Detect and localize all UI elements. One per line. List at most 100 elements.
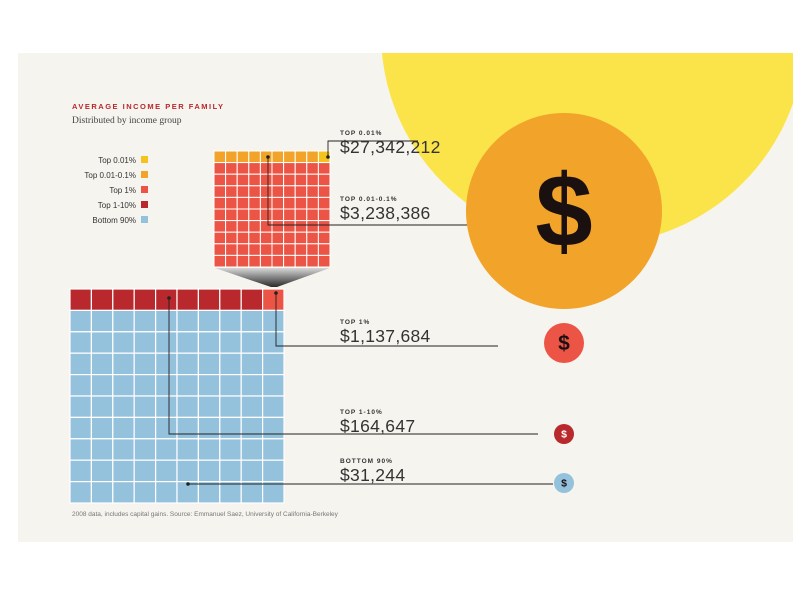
- small-grid-cell: [225, 220, 238, 233]
- small-grid-cell: [317, 185, 331, 198]
- large-grid-cell: [133, 459, 157, 483]
- small-grid-cell: [271, 231, 285, 245]
- small-grid-cell: [283, 243, 296, 256]
- legend: Top 0.01% Top 0.01-0.1% Top 1% Top 1-10% Bot…: [84, 156, 148, 225]
- small-grid-cell: [248, 196, 261, 210]
- small-grid-cell: [259, 220, 273, 233]
- small-grid-cell: [259, 231, 273, 245]
- small-grid-cell: [225, 162, 238, 175]
- small-grid-cell: [236, 162, 250, 175]
- small-grid-cell: [271, 185, 285, 198]
- small-grid-cell: [236, 196, 250, 210]
- small-grid-cell: [317, 243, 331, 256]
- small-grid-cell: [306, 185, 319, 198]
- small-grid-cell: [283, 185, 296, 198]
- small-grid-cell: [236, 231, 250, 245]
- large-grid-cell: [112, 331, 135, 354]
- large-grid-cell: [155, 288, 178, 311]
- small-grid-cell: [236, 173, 250, 187]
- large-grid-cell: [197, 438, 221, 461]
- large-grid-cell: [219, 352, 242, 376]
- large-grid-cell: [69, 352, 92, 376]
- large-grid-cell: [90, 416, 114, 440]
- leader-line-top-1-10: [168, 298, 538, 435]
- legend-label-top-1-10: Top 1-10%: [98, 201, 136, 210]
- large-grid-cell: [240, 352, 264, 376]
- small-grid-cell: [283, 173, 296, 187]
- dollar-sign-icon: $: [558, 332, 570, 355]
- large-grid-cell: [69, 374, 92, 397]
- small-grid-cell: [283, 254, 296, 268]
- small-grid-cell: [294, 243, 308, 256]
- legend-swatch-top-1-10: [141, 201, 148, 208]
- legend-swatch-top-1: [141, 186, 148, 193]
- large-grid-cell: [219, 288, 242, 311]
- large-grid-cell: [176, 395, 199, 418]
- large-grid-cell: [262, 481, 285, 504]
- legend-label-top-1: Top 1%: [109, 186, 136, 195]
- small-grid-cell: [271, 150, 285, 164]
- large-grid-cell: [69, 395, 92, 418]
- small-grid-cell: [236, 150, 250, 164]
- large-grid-cell: [262, 288, 285, 311]
- category-label-top-0-01-0-1: TOP 0.01-0.1%: [340, 196, 398, 203]
- small-grid-cell: [236, 185, 250, 198]
- large-grid-cell: [133, 395, 157, 418]
- value-label-top-0-01-0-1: $3,238,386: [340, 203, 431, 223]
- small-grid-cell: [248, 185, 261, 198]
- top-1-10-bubble: [554, 424, 574, 444]
- small-grid-cell: [294, 254, 308, 268]
- large-grid-cell: [240, 374, 264, 397]
- large-grid-cell: [112, 438, 135, 461]
- large-grid-cell: [155, 331, 178, 354]
- chart-title: AVERAGE INCOME PER FAMILY: [72, 102, 225, 111]
- large-grid-cell: [219, 416, 242, 440]
- small-grid-cell: [248, 173, 261, 187]
- category-label-top-1: TOP 1%: [340, 319, 370, 326]
- large-grid-cell: [133, 309, 157, 333]
- top-1-bubble: [544, 323, 584, 363]
- small-grid-cell: [213, 150, 227, 164]
- small-grid-cell: [306, 254, 319, 268]
- large-grid-cell: [240, 288, 264, 311]
- large-grid-cell: [90, 459, 114, 483]
- small-grid-cell: [225, 150, 238, 164]
- large-grid-cell: [90, 395, 114, 418]
- small-grid-cell: [259, 185, 273, 198]
- small-grid-cell: [306, 162, 319, 175]
- large-grid-cell: [176, 309, 199, 333]
- small-grid-cell: [259, 254, 273, 268]
- large-grid-cell: [197, 352, 221, 376]
- small-grid-cell: [248, 220, 261, 233]
- large-grid-cell: [90, 438, 114, 461]
- small-grid-cell: [271, 196, 285, 210]
- small-grid-cell: [236, 220, 250, 233]
- small-grid-cell: [294, 196, 308, 210]
- large-grid-cell: [219, 374, 242, 397]
- small-grid-cell: [248, 162, 261, 175]
- large-grid-cell: [69, 459, 92, 483]
- large-grid-cell: [240, 416, 264, 440]
- small-grid-cell: [248, 243, 261, 256]
- small-grid-cell: [294, 173, 308, 187]
- large-grid-cell: [262, 352, 285, 376]
- dollar-sign-icon: $: [535, 153, 592, 268]
- legend-label-top-0-01-0-1: Top 0.01-0.1%: [84, 171, 136, 180]
- small-grid-cell: [213, 231, 227, 245]
- large-grid-cell: [90, 288, 114, 311]
- small-grid-cell: [306, 243, 319, 256]
- large-grid-cell: [262, 438, 285, 461]
- small-grid-cell: [213, 196, 227, 210]
- leader-line-top-1: [275, 293, 498, 347]
- zoom-funnel: [215, 268, 330, 287]
- large-grid-cell: [219, 459, 242, 483]
- large-grid-cell: [262, 416, 285, 440]
- large-grid-cell: [133, 352, 157, 376]
- category-label-bottom-90: BOTTOM 90%: [340, 458, 393, 465]
- small-grid-cell: [306, 150, 319, 164]
- large-grid-cell: [155, 374, 178, 397]
- small-grid-cell: [294, 208, 308, 222]
- large-grid-cell: [155, 416, 178, 440]
- small-grid-cell: [317, 162, 331, 175]
- small-grid-cell: [317, 208, 331, 222]
